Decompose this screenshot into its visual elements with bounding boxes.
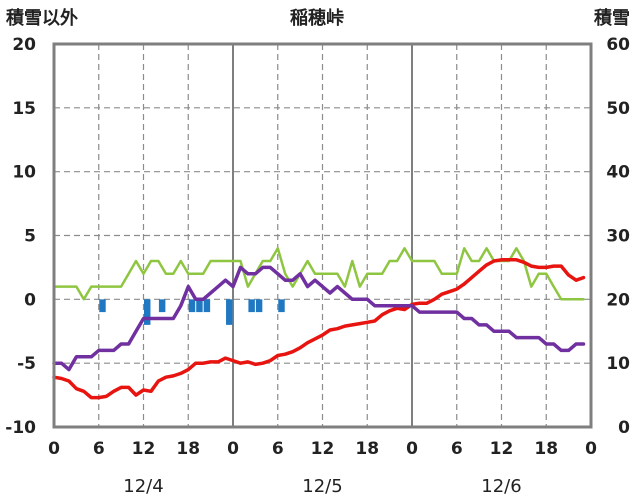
series-line: [52, 258, 586, 400]
right-tick-label: 10: [606, 354, 630, 374]
left-axis-ticks: 20 15 10 5 0 -5 -10: [5, 35, 36, 438]
grid: [54, 44, 591, 427]
bar: [158, 299, 166, 313]
plot-frame: [52, 42, 593, 429]
x-tick-label: 6: [451, 439, 463, 459]
bar: [255, 299, 263, 313]
right-axis-label: 積雪: [593, 7, 630, 29]
right-tick-label: 20: [606, 290, 630, 310]
bar: [196, 299, 203, 313]
right-tick-label: 0: [618, 418, 630, 438]
bar: [203, 299, 211, 313]
x-axis-ticks: 0 6 12 18 0 6 12 18 0 6 12 18 0: [48, 439, 597, 459]
right-tick-label: 50: [606, 99, 630, 119]
x-tick-label: 18: [176, 439, 200, 459]
bar-series: [99, 299, 285, 325]
right-axis-ticks: 60 50 40 30 20 10 0: [606, 35, 630, 438]
date-label: 12/4: [123, 476, 163, 497]
series-line: [52, 247, 585, 301]
bar: [248, 299, 255, 313]
x-tick-label: 12: [490, 439, 514, 459]
left-tick-label: 0: [24, 290, 36, 310]
x-tick-label: 18: [355, 439, 379, 459]
left-tick-label: 10: [12, 163, 36, 183]
x-tick-label: 6: [93, 439, 105, 459]
left-tick-label: 15: [12, 99, 36, 119]
x-tick-label: 0: [227, 439, 239, 459]
x-tick-label: 12: [311, 439, 335, 459]
right-tick-label: 60: [606, 35, 630, 55]
left-tick-label: -10: [5, 418, 36, 438]
x-tick-label: 0: [406, 439, 418, 459]
x-tick-label: 6: [272, 439, 284, 459]
x-tick-label: 0: [48, 439, 60, 459]
left-tick-label: -5: [17, 354, 36, 374]
bar: [226, 299, 233, 325]
x-tick-label: 0: [585, 439, 597, 459]
x-tick-label: 12: [132, 439, 156, 459]
x-axis-date-labels: 12/4 12/5 12/6: [123, 476, 521, 497]
date-label: 12/6: [481, 476, 521, 497]
left-tick-label: 20: [12, 35, 36, 55]
chart-title: 稲穂峠: [290, 7, 344, 29]
line-series: [52, 247, 586, 400]
right-tick-label: 30: [606, 227, 630, 247]
bar: [144, 299, 151, 325]
bar: [278, 299, 285, 313]
right-tick-label: 40: [606, 163, 630, 183]
bar: [99, 299, 106, 313]
left-tick-label: 5: [24, 227, 36, 247]
left-axis-label: 積雪以外: [5, 7, 78, 29]
date-label: 12/5: [302, 476, 342, 497]
series-line: [52, 265, 586, 372]
bar: [188, 299, 196, 313]
x-tick-label: 18: [534, 439, 558, 459]
